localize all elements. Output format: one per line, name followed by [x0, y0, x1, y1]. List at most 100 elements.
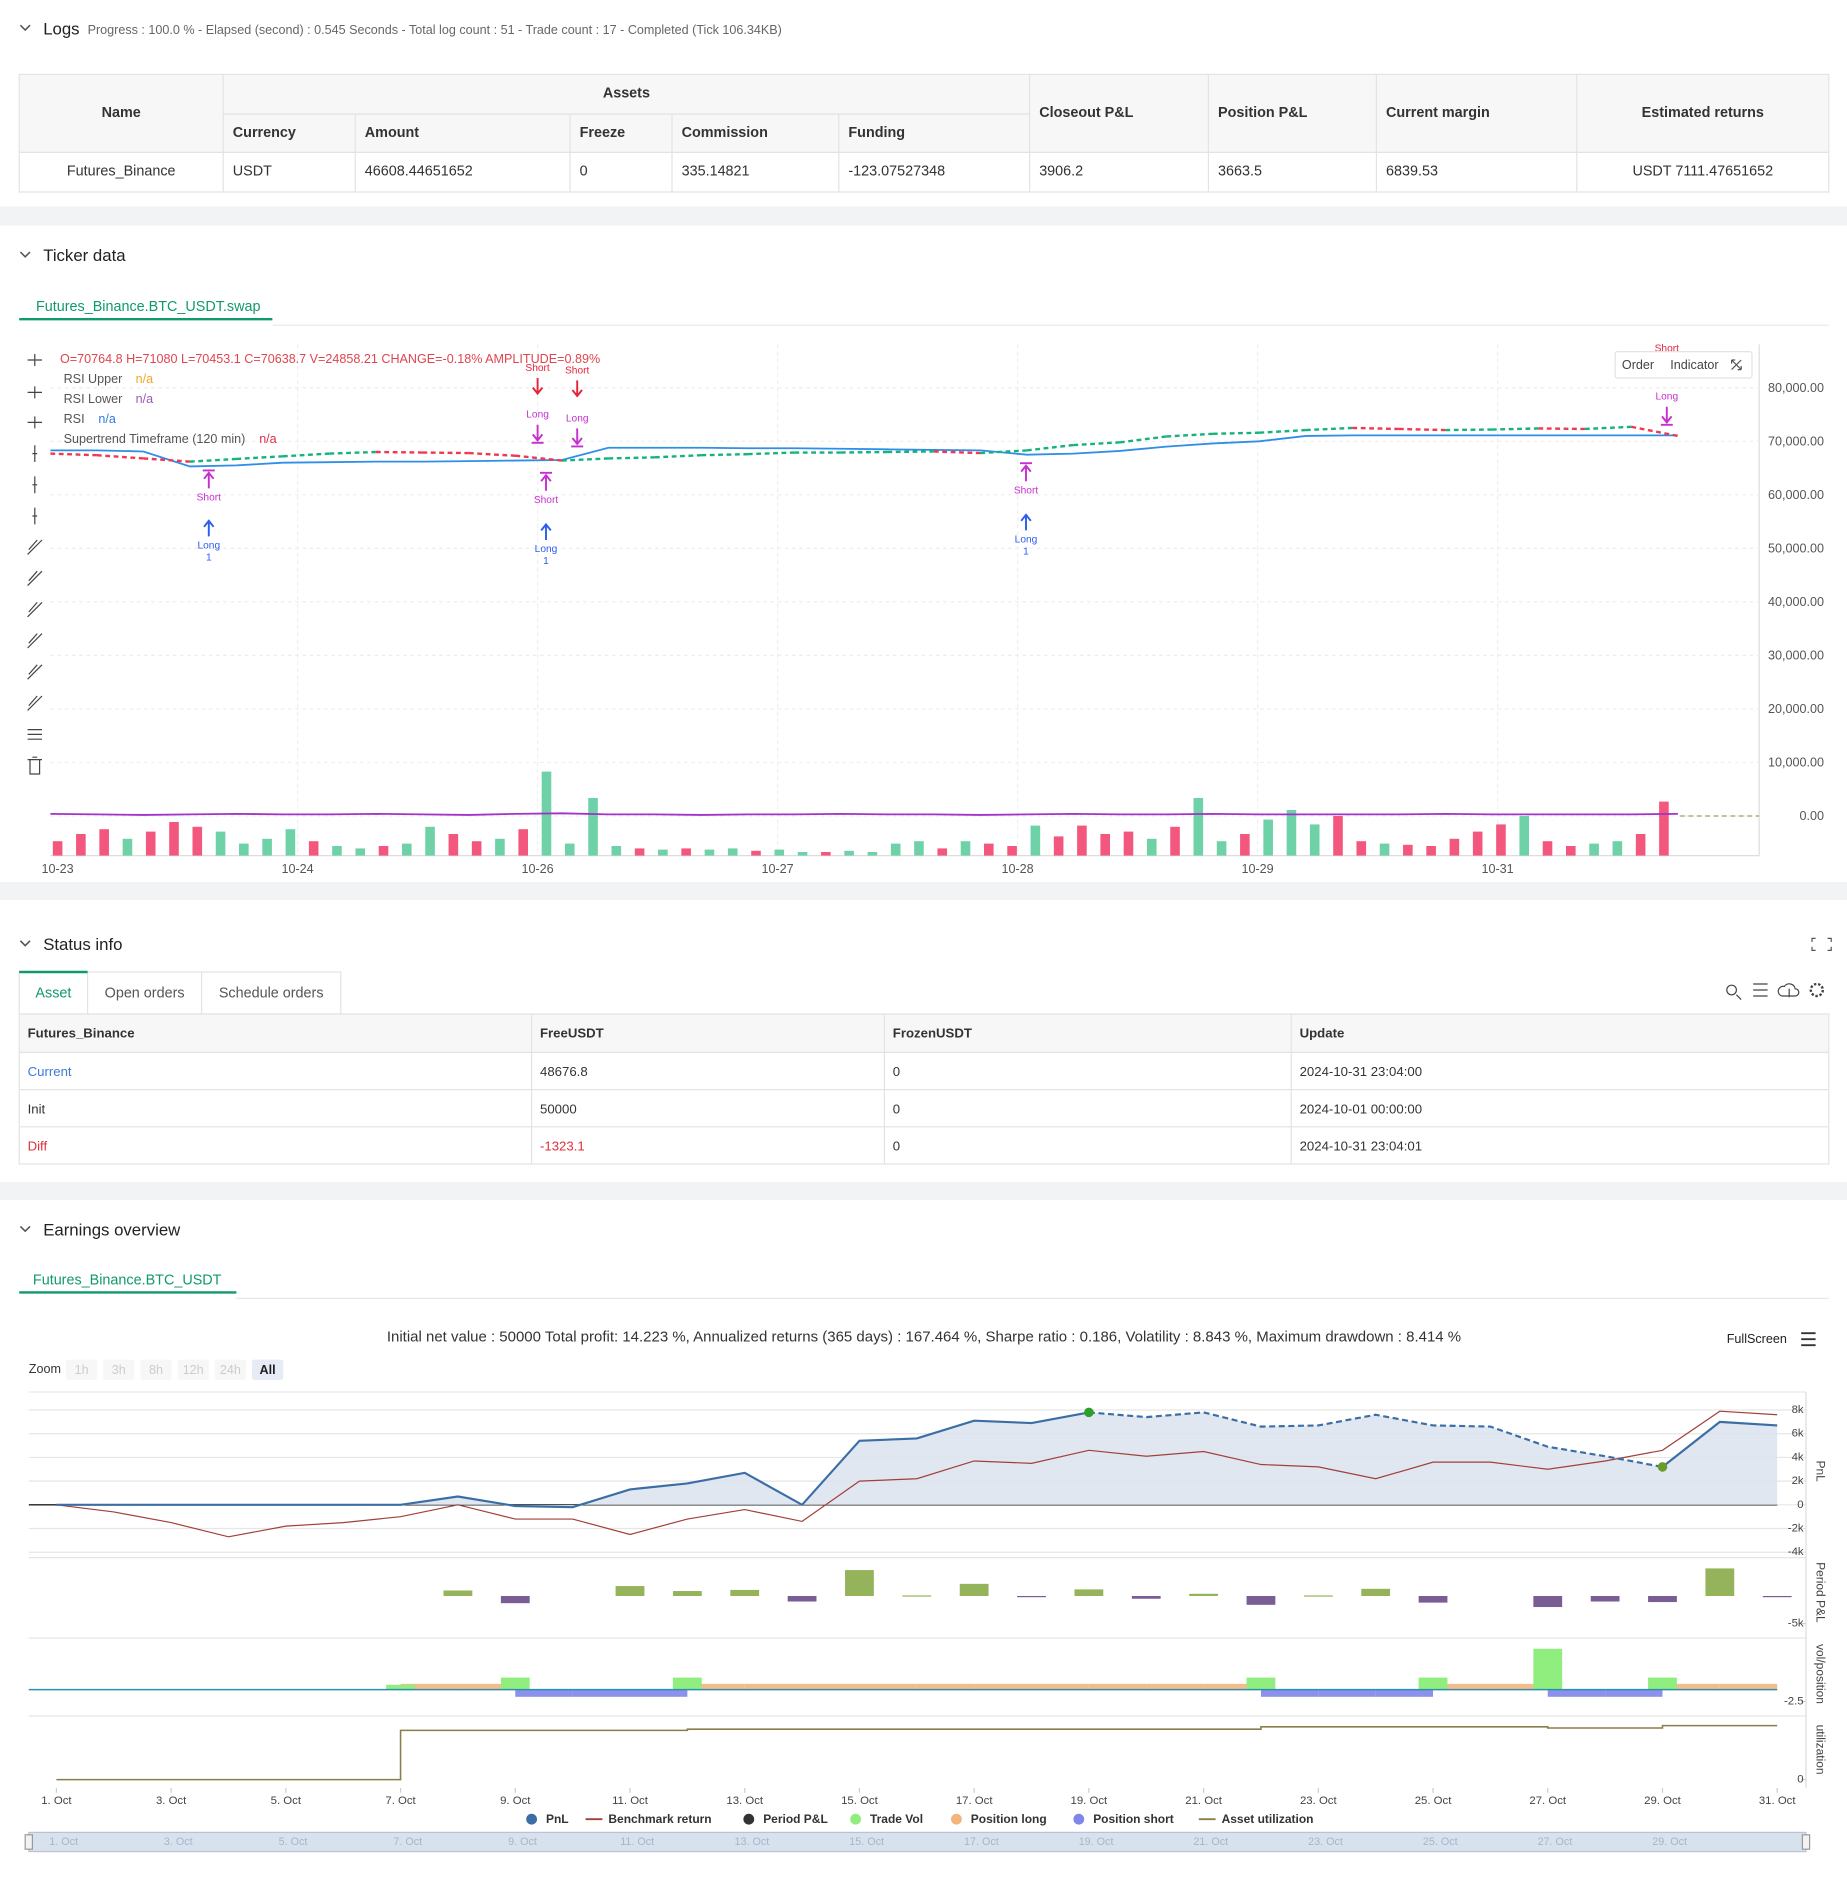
trash-icon[interactable] — [27, 756, 42, 775]
tab[interactable]: Open orders — [105, 986, 185, 1002]
table-cell: USDT — [233, 164, 272, 180]
cloud-icon[interactable] — [1777, 983, 1800, 998]
trade-vol-bar — [500, 1677, 530, 1690]
tool-icon[interactable] — [32, 476, 38, 494]
volume-bar — [681, 848, 691, 856]
fullscreen-icon[interactable] — [1730, 359, 1742, 371]
zoom-button[interactable] — [177, 1359, 209, 1381]
tab-box[interactable] — [200, 971, 342, 1015]
legend-label[interactable]: Asset utilization — [1222, 1812, 1314, 1826]
zoom-button-label[interactable]: 12h — [183, 1363, 204, 1377]
tool-icon[interactable] — [32, 507, 38, 525]
table-cell: 335.14821 — [682, 164, 750, 180]
zoom-button-label[interactable]: 24h — [220, 1363, 241, 1377]
chart-button[interactable]: Order — [1622, 358, 1654, 372]
collapse-icon[interactable] — [19, 940, 31, 947]
zoom-button-label[interactable]: 3h — [112, 1363, 126, 1377]
x-tick-label: 10-29 — [1242, 862, 1274, 876]
price-segment — [701, 452, 748, 457]
settings-icon[interactable] — [1809, 982, 1824, 998]
legend-label[interactable]: Benchmark return — [608, 1812, 711, 1826]
legend-label[interactable]: Trade Vol — [870, 1812, 923, 1826]
volume-bar — [378, 846, 389, 856]
zoom-button[interactable] — [251, 1359, 284, 1381]
zoom-button[interactable] — [140, 1359, 172, 1381]
price-segment — [1073, 441, 1120, 447]
rsi-line — [50, 812, 1678, 816]
arrow-icon — [1020, 513, 1032, 531]
tab[interactable]: Schedule orders — [219, 986, 324, 1002]
zoom-button[interactable] — [103, 1359, 135, 1381]
volume-bar — [262, 838, 272, 856]
zoom-button[interactable] — [214, 1359, 246, 1381]
tab[interactable]: Asset — [35, 986, 71, 1002]
tab[interactable]: Futures_Binance.BTC_USDT — [33, 1272, 222, 1288]
ohlc-info: O=70764.8 H=71080 L=70453.1 C=70638.7 V=… — [60, 352, 600, 366]
tool-icon[interactable] — [27, 695, 43, 711]
volume-bar — [983, 843, 994, 856]
pnl-line — [1088, 1411, 1663, 1468]
x-tick-label: 3. Oct — [156, 1795, 187, 1807]
zoom-button[interactable] — [65, 1359, 98, 1381]
collapse-icon[interactable] — [19, 1225, 31, 1233]
tab[interactable]: Futures_Binance.BTC_USDT.swap — [36, 299, 261, 315]
volume-bar — [1449, 838, 1460, 856]
arrow-icon — [202, 469, 215, 489]
legend-marker — [743, 1813, 755, 1825]
navigator-handle[interactable] — [1801, 1834, 1811, 1850]
tool-icon[interactable] — [27, 386, 42, 399]
tool-icon[interactable] — [27, 354, 42, 367]
tool-icon[interactable] — [27, 601, 43, 618]
position-short — [572, 1689, 630, 1697]
period-bar — [1590, 1596, 1620, 1602]
collapse-icon[interactable] — [19, 24, 31, 32]
zoom-button-label[interactable]: 8h — [149, 1363, 163, 1377]
zoom-button-label[interactable]: All — [260, 1363, 276, 1377]
tab-box[interactable] — [86, 971, 203, 1015]
period-bar — [1361, 1588, 1391, 1597]
table-header: Commission — [682, 125, 768, 141]
period-bar — [902, 1595, 932, 1597]
x-tick-label: 10-31 — [1482, 862, 1514, 876]
table-header: Estimated returns — [1642, 105, 1764, 121]
list-icon[interactable] — [1753, 983, 1768, 997]
volume-bar — [1379, 843, 1390, 856]
tool-icon[interactable] — [27, 633, 43, 649]
annotation: Long — [1015, 535, 1038, 546]
y-tick-label: 0.00 — [1800, 809, 1824, 823]
y-tick-label: 80,000.00 — [1768, 381, 1824, 395]
volume-bar — [1612, 841, 1623, 856]
legend-label[interactable]: Position short — [1093, 1812, 1174, 1826]
table-cell: 3906.2 — [1039, 164, 1083, 180]
search-icon[interactable] — [1726, 984, 1742, 1001]
tool-icon[interactable] — [27, 729, 42, 740]
tool-icon[interactable] — [27, 570, 43, 587]
trade-vol-bar — [1533, 1648, 1563, 1690]
section-title: Status info — [43, 935, 122, 954]
separator — [0, 206, 1847, 226]
position-short — [515, 1689, 573, 1697]
menu-icon[interactable] — [1801, 1332, 1816, 1347]
period-bar — [787, 1596, 817, 1602]
period-bar — [845, 1570, 874, 1597]
tool-icon[interactable] — [27, 416, 42, 429]
legend-label[interactable]: Period P&L — [763, 1812, 828, 1826]
supertrend-line — [50, 434, 1678, 468]
fullscreen-button[interactable]: FullScreen — [1727, 1332, 1787, 1346]
position-long — [1146, 1683, 1204, 1690]
legend-label[interactable]: PnL — [546, 1812, 569, 1826]
zoom-button-label[interactable]: 1h — [75, 1363, 89, 1377]
table-cell: 6839.53 — [1386, 164, 1438, 180]
tool-icon[interactable] — [32, 445, 38, 463]
log-summary: Progress : 100.0 % - Elapsed (second) : … — [88, 23, 782, 37]
expand-icon[interactable] — [1811, 937, 1832, 952]
legend-label[interactable]: Position long — [971, 1812, 1047, 1826]
tool-icon[interactable] — [27, 664, 43, 680]
collapse-icon[interactable] — [19, 251, 31, 258]
navigator-handle[interactable] — [24, 1834, 33, 1850]
chart-button[interactable]: Indicator — [1670, 358, 1718, 372]
x-tick-label: 10-24 — [282, 862, 314, 876]
legend-marker — [526, 1813, 537, 1825]
tool-icon[interactable] — [27, 539, 43, 555]
